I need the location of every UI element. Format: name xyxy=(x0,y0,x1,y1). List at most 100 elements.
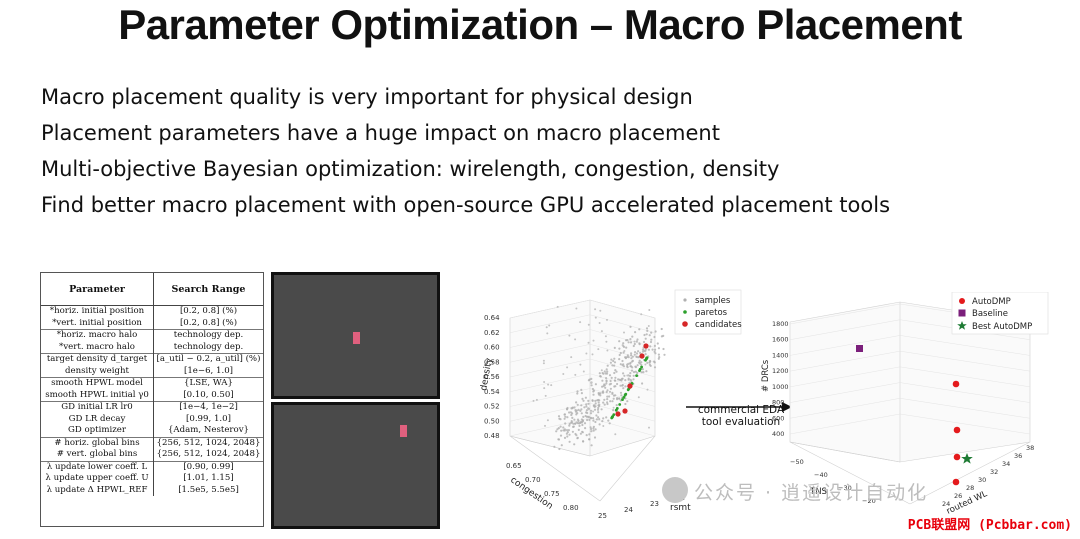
sample-point xyxy=(550,384,553,387)
sample-point xyxy=(635,355,638,358)
sample-point xyxy=(636,338,639,341)
sample-point xyxy=(613,346,616,349)
autodmp-point xyxy=(953,426,961,434)
z-tick-label: 0.54 xyxy=(484,388,500,396)
pareto-point xyxy=(635,374,638,377)
sample-point xyxy=(579,409,582,412)
grid-line xyxy=(509,329,591,348)
x-tick-label: −20 xyxy=(862,497,876,505)
sample-point xyxy=(634,351,637,354)
y-tick-label: 25 xyxy=(598,512,607,520)
sample-point xyxy=(626,354,629,357)
sample-point xyxy=(581,430,584,433)
legend-marker-best xyxy=(957,321,967,330)
sample-point xyxy=(639,351,642,354)
sample-point xyxy=(608,395,611,398)
sample-point xyxy=(648,309,651,311)
sample-point xyxy=(573,418,576,421)
table-row: *horiz. initial position [0.2, 0.8] (%) xyxy=(41,305,263,318)
sample-point xyxy=(532,399,535,402)
sample-point xyxy=(580,408,583,411)
sample-point xyxy=(614,376,617,379)
sample-point xyxy=(577,428,580,431)
sample-point xyxy=(563,436,567,439)
sample-point xyxy=(605,382,608,385)
sample-point xyxy=(589,412,593,415)
sample-point xyxy=(592,339,595,342)
grid-line xyxy=(589,358,656,378)
sample-point xyxy=(606,395,609,398)
legend-label: paretos xyxy=(695,308,728,318)
sample-point xyxy=(634,370,637,373)
sample-point xyxy=(612,397,615,400)
sample-point xyxy=(573,443,576,446)
sample-point xyxy=(579,321,582,324)
sample-point xyxy=(571,430,574,433)
sample-point xyxy=(598,418,601,421)
grid-line xyxy=(589,417,656,437)
sample-point xyxy=(594,402,597,405)
z-tick-label: 0.64 xyxy=(484,314,500,322)
sample-point xyxy=(641,350,645,353)
table-cell: [1.5e5, 5.5e5] xyxy=(178,484,239,495)
sample-point xyxy=(611,400,614,403)
sample-point xyxy=(650,338,653,341)
sample-point xyxy=(644,348,647,351)
table-row: GD LR decay [0.99, 1.0] xyxy=(41,413,263,425)
sample-point xyxy=(579,432,582,435)
sample-point xyxy=(592,419,595,422)
sample-point xyxy=(603,370,606,373)
sample-point xyxy=(613,361,617,364)
table-row: smooth HPWL initial γ0 [0.10, 0.50] xyxy=(41,389,263,402)
legend-marker-baseline xyxy=(958,309,966,317)
sample-point xyxy=(576,436,579,439)
sample-point xyxy=(571,416,574,419)
sample-point xyxy=(590,377,593,380)
grid-line xyxy=(509,344,591,363)
table-cell: [a_util − 0.2, a_util] (%) xyxy=(153,353,263,366)
table-cell: {LSE, WA} xyxy=(153,377,263,390)
sample-point xyxy=(588,433,591,436)
sample-point xyxy=(616,397,619,400)
y-tick-label: 400 xyxy=(772,430,784,438)
sample-point xyxy=(598,403,601,406)
grid-line xyxy=(509,358,591,378)
sample-point xyxy=(623,350,626,352)
sample-point xyxy=(638,328,641,331)
sample-point xyxy=(566,366,569,369)
sample-point xyxy=(627,378,630,381)
sample-point xyxy=(609,379,612,383)
sample-point xyxy=(646,388,649,391)
sample-point xyxy=(563,429,566,432)
legend-marker-paretos xyxy=(683,310,687,314)
sample-point xyxy=(542,362,545,365)
sample-point xyxy=(595,414,598,417)
sample-point xyxy=(594,316,597,319)
sample-point xyxy=(631,355,634,358)
sample-point xyxy=(545,326,548,329)
grid-line xyxy=(899,413,1031,435)
sample-point xyxy=(605,377,608,380)
sample-point xyxy=(635,352,639,355)
sample-point xyxy=(634,366,638,369)
autodmp-point xyxy=(953,453,961,461)
wechat-icon xyxy=(662,477,688,503)
legend-label: Baseline xyxy=(972,309,1008,319)
y-tick-label: 800 xyxy=(772,399,784,407)
sample-point xyxy=(571,407,574,410)
sample-point xyxy=(641,382,644,385)
sample-point xyxy=(592,425,595,428)
sample-point xyxy=(637,396,640,399)
sample-point xyxy=(558,447,561,451)
best-autodmp-point xyxy=(961,453,973,464)
table-cell: λ update upper coeff. U xyxy=(41,473,154,485)
sample-point xyxy=(614,433,617,436)
sample-point xyxy=(605,380,608,383)
sample-point xyxy=(635,340,638,343)
sample-point xyxy=(636,364,639,367)
z-tick-label: 0.58 xyxy=(484,358,500,366)
z-tick-label: 28 xyxy=(966,484,974,492)
sample-point xyxy=(630,352,633,355)
sample-point xyxy=(603,398,606,401)
sample-point xyxy=(619,391,623,394)
